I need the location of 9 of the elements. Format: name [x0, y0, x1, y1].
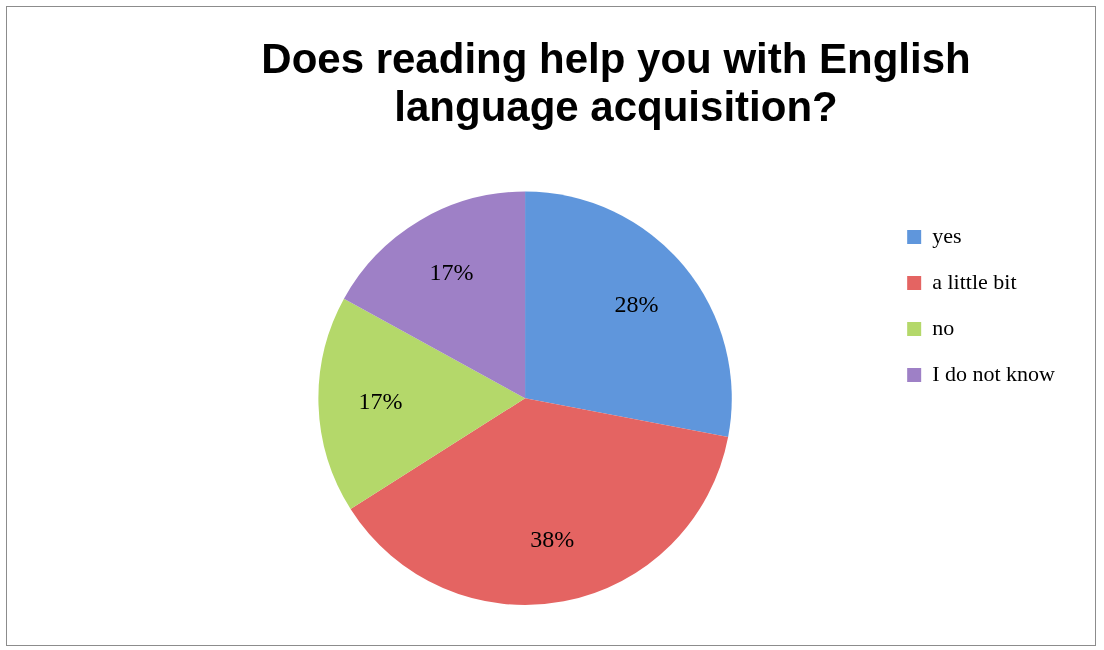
- legend-label: no: [932, 314, 955, 340]
- data-label: 17%: [358, 388, 403, 415]
- chart-title: Does reading help you with English language acquisition?: [261, 34, 971, 131]
- legend-label: yes: [932, 222, 962, 248]
- data-label: 17%: [429, 259, 474, 286]
- legend-label: a little bit: [932, 268, 1017, 294]
- legend-label: I do not know: [932, 360, 1056, 386]
- data-label: 28%: [614, 291, 659, 318]
- data-label: 38%: [530, 525, 575, 552]
